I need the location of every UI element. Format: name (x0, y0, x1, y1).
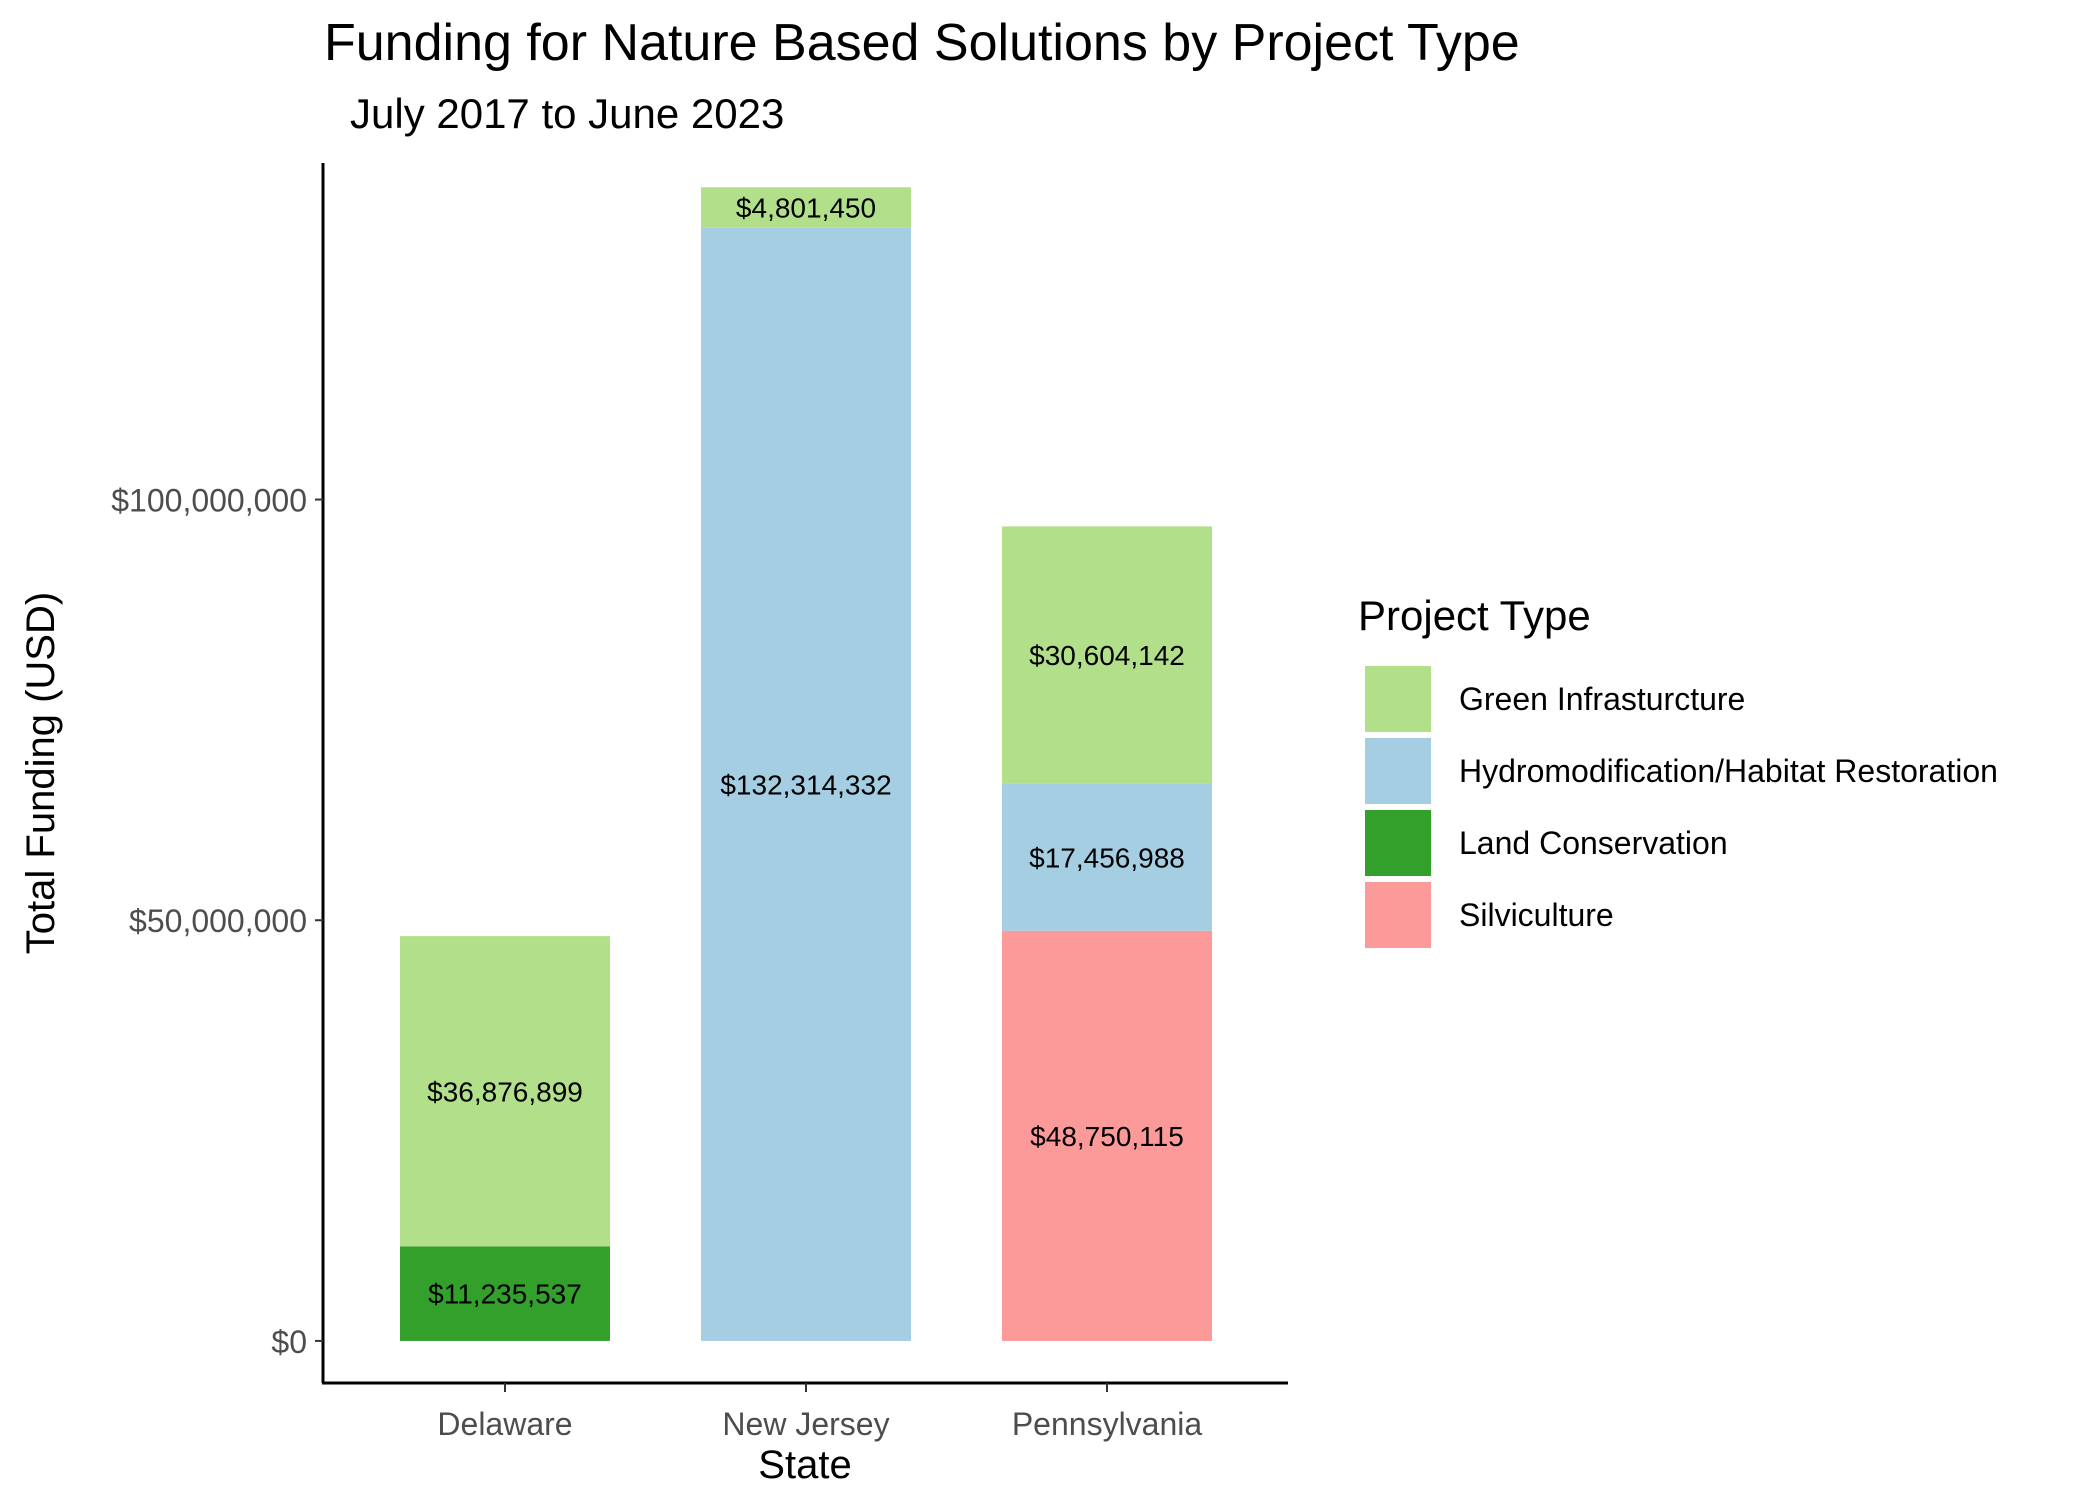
data-label: $11,235,537 (428, 1279, 582, 1310)
x-tick-label: New Jersey (722, 1406, 889, 1442)
legend-key-land-conservation (1365, 810, 1431, 876)
legend-label-silviculture: Silviculture (1459, 897, 1614, 933)
legend: Project Type Green Infrasturcture Hydromo… (1358, 592, 1998, 948)
legend-key-green-infrasturcture (1365, 666, 1431, 732)
data-label: $30,604,142 (1029, 640, 1185, 671)
data-label: $4,801,450 (736, 192, 876, 223)
plot-area: $11,235,537 $36,876,899 $132,314,332 $4,801… (400, 187, 1212, 1341)
y-tick-label: $0 (271, 1324, 307, 1360)
data-label: $132,314,332 (720, 769, 891, 800)
y-axis-ticks: $0 $50,000,000 $100,000,000 (111, 483, 323, 1360)
data-label: $48,750,115 (1030, 1121, 1184, 1152)
legend-label-green-infrasturcture: Green Infrasturcture (1459, 681, 1745, 717)
data-label: $36,876,899 (427, 1076, 583, 1107)
bar-new-jersey-green-infrasturcture (701, 187, 911, 228)
legend-title: Project Type (1358, 592, 1591, 639)
chart-title: Funding for Nature Based Solutions by Pr… (324, 14, 1520, 72)
y-tick-label: $50,000,000 (129, 903, 307, 939)
legend-label-land-conservation: Land Conservation (1459, 825, 1728, 861)
data-label: $17,456,988 (1029, 842, 1185, 873)
y-axis-title: Total Funding (USD) (19, 592, 63, 954)
bar-pennsylvania-silviculture (1002, 930, 1212, 1341)
bar-delaware-land-conservation (400, 1246, 610, 1341)
x-axis-title: State (758, 1443, 851, 1487)
legend-label-hydromodification-habitat-restoration: Hydromodification/Habitat Restoration (1459, 753, 1998, 789)
x-tick-label: Pennsylvania (1012, 1406, 1203, 1442)
bar-pennsylvania-hydromodification-habitat-restoration (1002, 783, 1212, 931)
bar-delaware-green-infrasturcture (400, 936, 610, 1247)
y-tick-label: $100,000,000 (111, 483, 307, 519)
chart-subtitle: July 2017 to June 2023 (350, 90, 784, 137)
x-tick-label: Delaware (437, 1406, 572, 1442)
x-axis-ticks: Delaware New Jersey Pennsylvania (437, 1383, 1202, 1442)
bar-pennsylvania-green-infrasturcture (1002, 526, 1212, 784)
legend-key-silviculture (1365, 882, 1431, 948)
bar-new-jersey-hydromodification-habitat-restoration (701, 227, 911, 1341)
legend-key-hydromodification-habitat-restoration (1365, 738, 1431, 804)
